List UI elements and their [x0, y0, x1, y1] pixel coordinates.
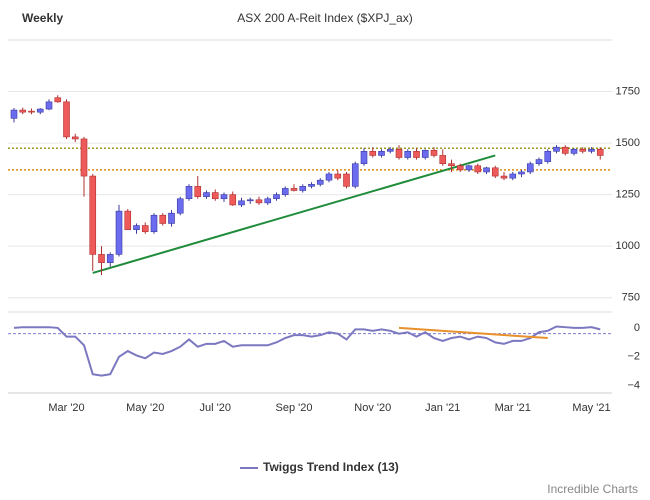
y-tick-label: 0 — [634, 322, 640, 334]
candle-body — [299, 186, 307, 191]
candle-body — [553, 146, 560, 152]
candle-body — [141, 225, 149, 233]
indicator-line — [13, 325, 601, 377]
credit: Incredible Charts — [547, 482, 638, 496]
candle-body — [98, 254, 105, 263]
candle-body — [255, 199, 263, 204]
candle-body — [89, 175, 97, 255]
y-tick-label: 1750 — [616, 85, 640, 97]
candle-body — [378, 151, 385, 156]
candle-body — [246, 199, 254, 202]
candle-body — [185, 186, 193, 200]
candle-body — [10, 109, 18, 119]
y-tick-label: 750 — [622, 292, 640, 304]
candle-body — [343, 173, 350, 187]
candle-body — [386, 148, 394, 152]
candle-body — [334, 173, 342, 179]
candle-body — [588, 148, 595, 152]
candle-body — [168, 212, 175, 224]
x-tick-label: Mar '21 — [495, 402, 531, 414]
candle-body — [474, 165, 482, 173]
candle-body — [176, 198, 184, 214]
candle-body — [36, 108, 44, 113]
candle-body — [54, 97, 62, 103]
candle-body — [150, 214, 158, 233]
candle-body — [491, 167, 499, 177]
candle-body — [413, 151, 420, 158]
y-tick-label: 1500 — [616, 137, 640, 149]
candle-body — [579, 148, 587, 152]
candle-body — [456, 165, 464, 171]
x-tick-label: Sep '20 — [276, 402, 313, 414]
candle-body — [596, 148, 604, 156]
candle-body — [203, 192, 210, 197]
candle-body — [115, 210, 123, 255]
candle-body — [570, 148, 578, 154]
trendline — [92, 154, 496, 274]
candle-body — [106, 254, 114, 263]
candle-body — [465, 165, 473, 171]
candle-body — [211, 192, 219, 200]
candle-body — [430, 149, 438, 156]
x-tick-label: Jan '21 — [425, 402, 460, 414]
y-tick-label: 1000 — [616, 240, 640, 252]
candle-body — [561, 146, 569, 154]
candle-body — [448, 163, 455, 167]
candle-body — [518, 171, 525, 175]
candle-body — [351, 163, 359, 187]
candle-body — [308, 184, 315, 187]
candle-body — [71, 136, 79, 140]
candle-body — [535, 159, 543, 164]
candle-body — [325, 173, 333, 181]
candle-body — [404, 151, 412, 158]
candle-body — [159, 214, 167, 224]
x-tick-label: Nov '20 — [354, 402, 391, 414]
candle-body — [316, 179, 324, 185]
candle-body — [395, 148, 403, 158]
x-tick-label: Mar '20 — [48, 402, 84, 414]
candle-body — [526, 163, 534, 173]
candle-body — [133, 225, 140, 230]
candle-body — [45, 101, 53, 110]
candle-body — [360, 151, 368, 164]
candle-body — [369, 151, 377, 156]
candle-body — [483, 167, 490, 173]
candle-body — [80, 138, 88, 177]
y-tick-label: −2 — [627, 351, 640, 363]
chart-title: ASX 200 A-Reit Index ($XPJ_ax) — [237, 11, 412, 25]
candle-body — [124, 210, 132, 230]
x-tick-label: May '20 — [126, 402, 164, 414]
candle-body — [439, 155, 447, 164]
candle-body — [264, 198, 272, 204]
x-tick-label: Jul '20 — [200, 402, 231, 414]
trendline — [398, 326, 548, 340]
candle-body — [421, 149, 429, 158]
candle-body — [220, 194, 228, 200]
candle-body — [28, 110, 35, 113]
legend-label: Twiggs Trend Index (13) — [263, 460, 399, 474]
candle-body — [229, 194, 237, 206]
chart-subtitle: Weekly — [22, 11, 63, 25]
candle-body — [500, 175, 508, 179]
y-tick-label: 1250 — [616, 189, 640, 201]
y-tick-label: −4 — [627, 380, 640, 392]
candle-body — [281, 188, 289, 195]
candle-body — [63, 101, 70, 138]
candle-body — [194, 186, 202, 197]
candle-body — [273, 194, 280, 200]
x-tick-label: May '21 — [572, 402, 610, 414]
candle-body — [544, 151, 552, 162]
candle-body — [19, 109, 27, 113]
candle-body — [238, 200, 245, 206]
candle-body — [509, 173, 517, 179]
candle-body — [290, 188, 298, 191]
